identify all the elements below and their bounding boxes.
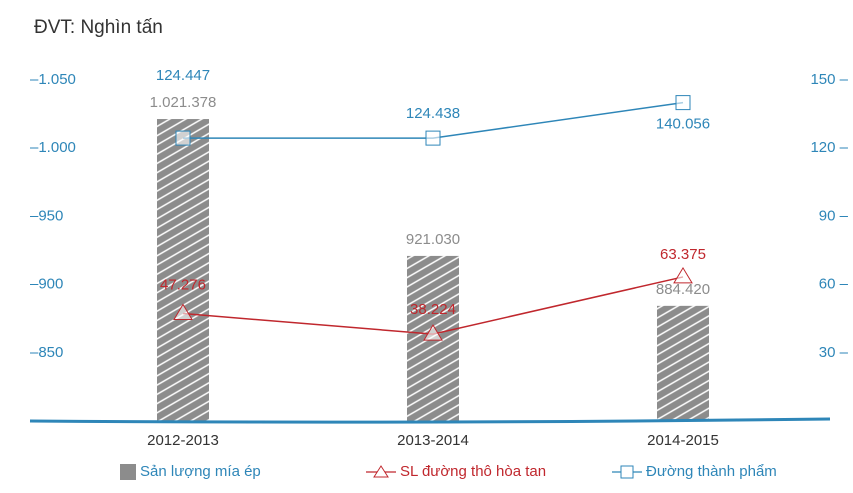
data-label: 124.447: [156, 67, 210, 84]
baseline: [29, 417, 831, 424]
y-tick-label: –950: [30, 207, 63, 224]
y-tick-label: –850: [30, 344, 63, 361]
y2-tick-label: 120 –: [810, 139, 848, 156]
data-label: 47.276: [160, 276, 206, 293]
legend-marker: [620, 465, 634, 479]
marker: [675, 95, 691, 111]
x-tick-label: 2014-2015: [647, 432, 719, 449]
y2-tick-label: 60 –: [819, 276, 849, 293]
legend-label: SL đường thô hòa tan: [400, 463, 546, 480]
data-label: 124.438: [406, 105, 460, 122]
y2-tick-label: 30 –: [819, 344, 849, 361]
y2-tick-label: 90 –: [819, 207, 849, 224]
y-tick-label: –1.050: [30, 71, 76, 88]
x-tick-label: 2012-2013: [147, 432, 219, 449]
marker: [175, 130, 191, 146]
y-tick-label: –1.000: [30, 139, 76, 156]
marker: [173, 303, 193, 321]
legend-marker: [373, 465, 389, 478]
y2-tick-label: 150 –: [810, 71, 848, 88]
marker: [673, 266, 693, 284]
legend-label: Đường thành phẩm: [646, 463, 777, 480]
data-label: 38.224: [410, 301, 456, 318]
bar: [657, 305, 709, 421]
bar: [157, 119, 209, 421]
y-tick-label: –900: [30, 276, 63, 293]
legend-label: Sản lượng mía ép: [140, 463, 261, 480]
legend-swatch: [120, 464, 136, 480]
chart-title: ĐVT: Nghìn tấn: [34, 17, 163, 38]
data-label: 63.375: [660, 246, 706, 263]
data-label: 921.030: [406, 231, 460, 248]
data-label: 140.056: [656, 116, 710, 133]
x-tick-label: 2013-2014: [397, 432, 469, 449]
marker: [425, 130, 441, 146]
data-label: 1.021.378: [150, 94, 217, 111]
marker: [423, 324, 443, 341]
data-label: 884.420: [656, 281, 710, 298]
